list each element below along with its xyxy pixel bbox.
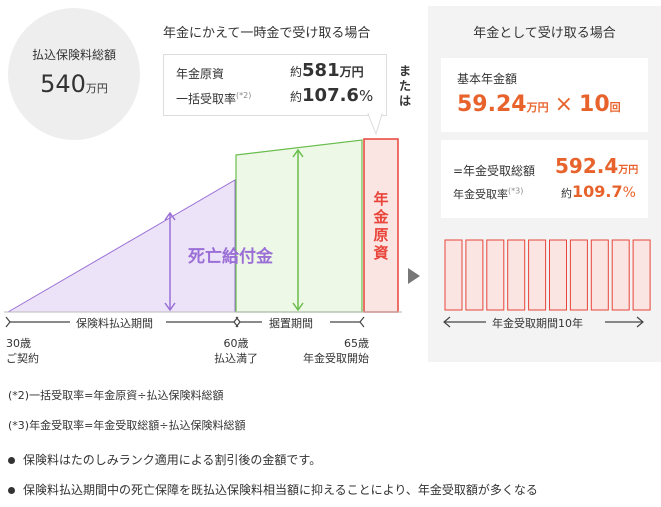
annuity-bar [486,239,505,311]
pension-fund-value: 約581万円 [290,60,364,81]
death-benefit-label: 死亡給付金 [188,247,273,267]
pension-fund-label: 年金原資 [176,67,225,81]
premium-total-circle [8,8,140,140]
pension-fund-block-label: 年金原資 [373,190,389,262]
deferral-period-area [235,139,363,313]
annuity-bar [611,239,630,311]
annuity-rate-value: 約109.7% [561,182,636,201]
savings-diagram [4,113,651,328]
deferral-period-label: 据置期間 [269,317,313,330]
annuity-bar [444,239,463,311]
premium-total-amount: 540万円 [40,70,108,98]
annuity-bars [444,239,651,311]
payment-period-label: 保険料払込期間 [76,317,153,330]
arrow-right-icon [408,268,420,284]
lump-sum-heading: 年金にかえて一時金で受け取る場合 [163,26,371,41]
note-annuity-rate: (*3)年金受取率=年金受取総額÷払込保険料総額 [8,419,246,432]
annuity-bar [507,239,526,311]
age-65-label: 65歳 年金受取開始 [303,337,369,365]
annuity-period-marker [443,316,644,328]
annuity-heading: 年金として受け取る場合 [473,26,616,41]
annuity-bar [569,239,588,311]
lump-rate-value: 約107.6% [290,85,374,106]
annuity-bar [549,239,567,311]
annuity-total-label: =年金受取総額 [453,164,536,178]
age-30-label: 30歳 ご契約 [6,337,39,365]
base-annuity-formula: 59.24万円 × 10回 [457,92,621,117]
lump-rate-label: 一括受取率(*2) [176,91,252,106]
bullet-death-coverage: 保険料払込期間中の死亡保障を既払込保険料相当額に抑えることにより、年金受取額が多… [8,481,538,498]
or-label: または [399,64,412,108]
annuity-bar [528,239,547,311]
base-annuity-label: 基本年金額 [457,72,518,86]
callout-pointer [367,113,383,136]
lump-sum-box: 年金原資 約581万円 一括受取率(*2) 約107.6% [163,54,387,116]
annuity-period-label: 年金受取期間10年 [492,317,583,330]
annuity-bar [465,239,484,311]
annuity-total-value: 592.4万円 [555,154,639,178]
annuity-bar [632,239,651,311]
premium-total-label: 払込保険料総額 [31,48,116,62]
age-60-label: 60歳 払込満了 [214,337,258,365]
deferral-period-marker [235,316,365,328]
annuity-total-box: =年金受取総額 592.4万円 年金受取率(*3) 約109.7% [441,140,648,218]
annuity-bar [590,239,609,311]
annuity-rate-label: 年金受取率(*3) [453,186,524,201]
note-lump-rate: (*2)一括受取率=年金原資÷払込保険料総額 [8,389,224,402]
base-annuity-box: 基本年金額 59.24万円 × 10回 [441,58,648,132]
pension-fund-block [363,138,399,313]
bullet-discount: 保険料はたのしみランク適用による割引後の金額です。 [8,451,321,468]
